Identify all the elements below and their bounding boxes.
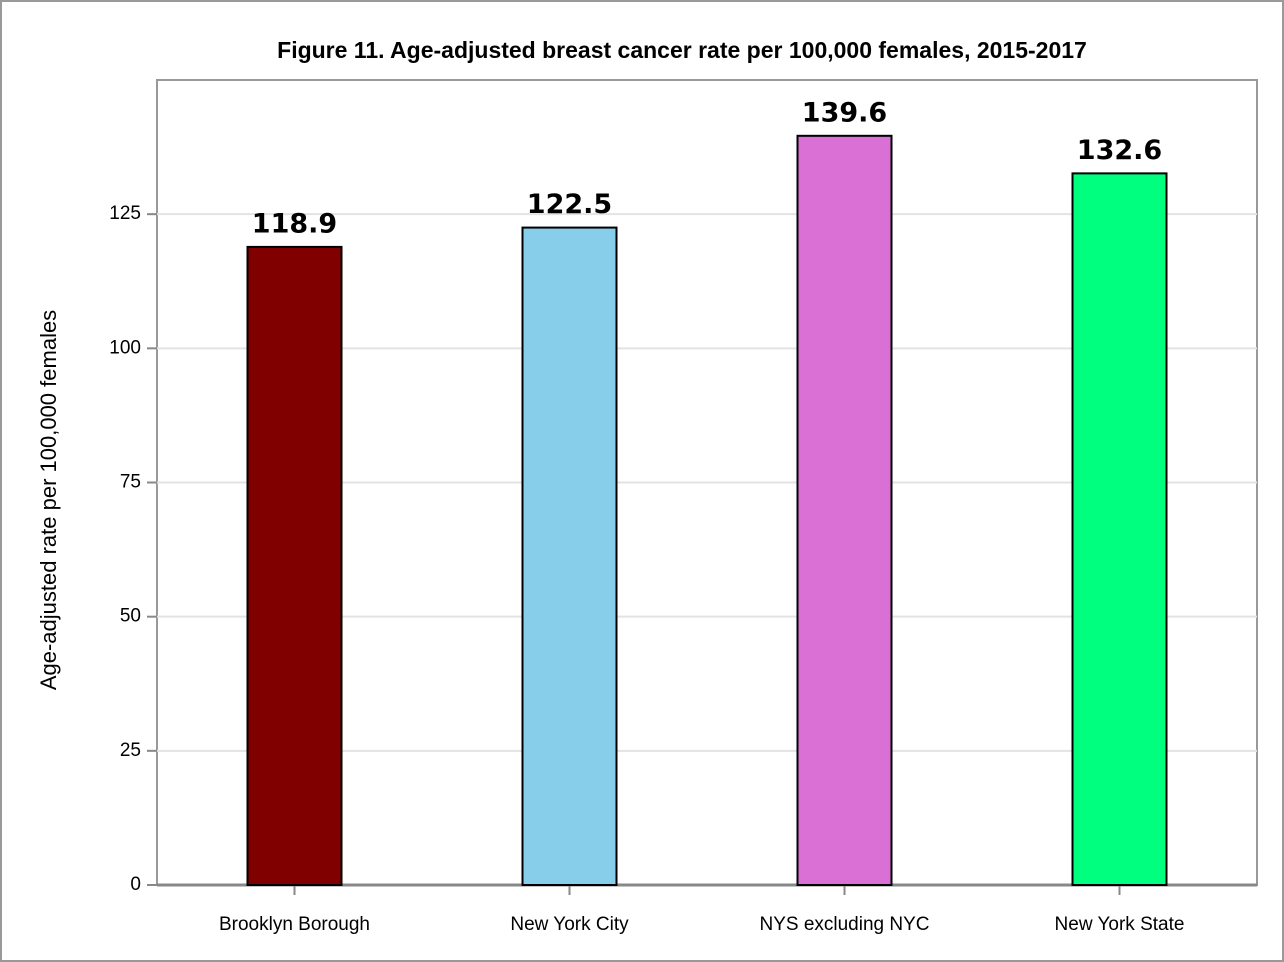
x-tick-label: New York City bbox=[510, 914, 629, 935]
y-tick-label: 125 bbox=[109, 203, 141, 224]
x-tick-label: NYS excluding NYC bbox=[759, 914, 929, 935]
y-tick-label: 25 bbox=[120, 740, 141, 761]
value-label: 122.5 bbox=[527, 189, 612, 220]
y-tick-label: 100 bbox=[109, 337, 141, 358]
y-tick-label: 50 bbox=[120, 606, 141, 627]
chart-title: Figure 11. Age-adjusted breast cancer ra… bbox=[277, 37, 1087, 63]
bar bbox=[246, 245, 343, 887]
value-label: 132.6 bbox=[1077, 135, 1162, 166]
x-tick-label: New York State bbox=[1055, 914, 1185, 935]
bar bbox=[521, 226, 618, 887]
value-label: 118.9 bbox=[252, 208, 337, 239]
y-tick-label: 75 bbox=[120, 472, 141, 493]
x-tick-label: Brooklyn Borough bbox=[219, 914, 370, 935]
value-label: 139.6 bbox=[802, 97, 887, 128]
bar bbox=[796, 134, 893, 886]
bar bbox=[1071, 172, 1168, 886]
y-axis-label: Age-adjusted rate per 100,000 females bbox=[36, 310, 61, 690]
y-tick-label: 0 bbox=[130, 874, 141, 895]
